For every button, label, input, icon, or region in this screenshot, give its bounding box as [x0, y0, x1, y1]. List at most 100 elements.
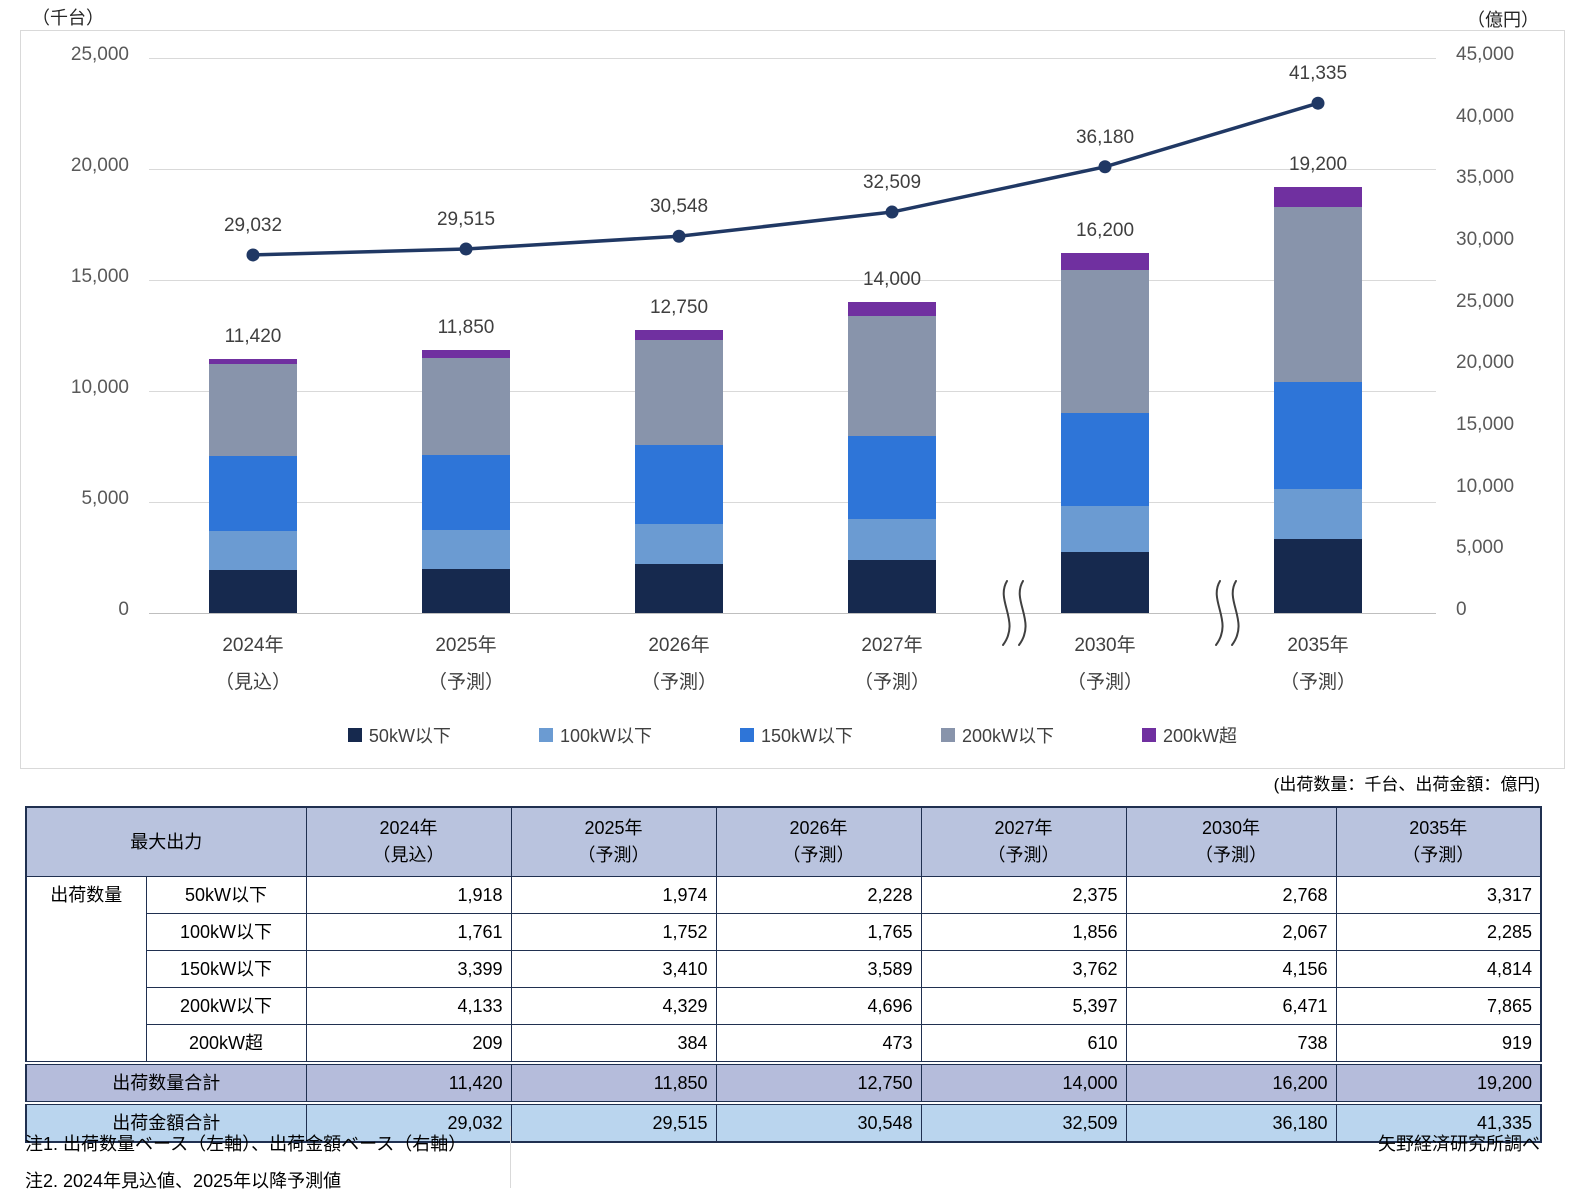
- table-row: 出荷数量 50kW以下 1,918 1,974 2,228 2,375 2,768 3,317: [25, 876, 1542, 1064]
- bar-segment-50kW以下: [635, 564, 723, 613]
- row-label: 200kW以下: [145, 987, 307, 1025]
- right-axis-tick: 45,000: [1456, 44, 1515, 65]
- bar-segment-200kW超: [1274, 187, 1362, 207]
- table-cell: 4,156: [1125, 950, 1337, 988]
- table-cell: 4,696: [715, 987, 922, 1025]
- bar-total-label: 14,000: [862, 269, 922, 290]
- table-cell: 29,032: [305, 1101, 512, 1143]
- bar-total-label: 12,750: [649, 297, 709, 318]
- gridline: [149, 391, 1436, 392]
- legend-item-50kW以下: 50kW以下: [347, 722, 451, 748]
- total-quantity-row: 出荷数量合計 11,420 11,850 12,750 14,000 16,200 19,2…: [25, 1061, 1542, 1104]
- bar-segment-100kW以下: [422, 530, 510, 569]
- table-cell: 3,589: [715, 950, 922, 988]
- column-header-2030: 2030年 （予測）: [1125, 806, 1337, 877]
- column-header-year: 2026年: [789, 818, 848, 838]
- legend-swatch-icon: [347, 728, 362, 742]
- legend-swatch-icon: [1142, 728, 1157, 742]
- table-cell: 3,317: [1335, 876, 1542, 914]
- category-year: 2027年: [861, 635, 923, 656]
- category-year: 2024年: [222, 635, 284, 656]
- bar-total-label: 19,200: [1288, 154, 1348, 175]
- left-axis-tick: 10,000: [70, 377, 129, 398]
- bar-segment-150kW以下: [1274, 382, 1362, 489]
- category-year: 2030年: [1074, 635, 1136, 656]
- row-group-label: 出荷数量: [25, 876, 147, 1064]
- table-cell: 5,397: [920, 987, 1127, 1025]
- legend-label: 150kW以下: [760, 726, 853, 746]
- table-cell: 473: [715, 1024, 922, 1064]
- table-cell: 4,329: [510, 987, 717, 1025]
- bar-segment-50kW以下: [1061, 552, 1149, 613]
- stray-cell-border: [510, 1126, 511, 1188]
- table-cell: 7,865: [1335, 987, 1542, 1025]
- category-note: （予測）: [1279, 672, 1356, 693]
- bar-segment-200kW超: [422, 350, 510, 358]
- table-corner-header: 最大出力: [25, 806, 307, 877]
- table-cell: 11,850: [510, 1061, 717, 1104]
- table-row: 150kW以下 3,399 3,410 3,589 3,762 4,156 4,814: [26, 950, 1542, 988]
- bar-segment-200kW以下: [209, 364, 297, 456]
- column-header-year: 2027年: [994, 818, 1053, 838]
- left-axis-unit-label: （千台）: [32, 8, 104, 28]
- x-axis-category-label: 2025年 （予測）: [366, 627, 566, 701]
- x-axis-category-label: 2026年 （予測）: [579, 627, 779, 701]
- bar-segment-150kW以下: [848, 436, 936, 519]
- right-axis-tick: 20,000: [1456, 352, 1515, 374]
- legend-label: 100kW以下: [559, 726, 652, 746]
- bar-total-label: 11,850: [437, 317, 495, 338]
- x-axis-category-label: 2030年 （予測）: [1005, 627, 1205, 701]
- table-cell: 1,761: [305, 913, 512, 951]
- table-cell: 1,856: [920, 913, 1127, 951]
- x-axis-category-label: 2027年 （予測）: [792, 627, 992, 701]
- legend-item-150kW以下: 150kW以下: [739, 722, 853, 748]
- bar-segment-150kW以下: [209, 456, 297, 531]
- bar-segment-150kW以下: [635, 445, 723, 524]
- category-year: 2035年: [1287, 635, 1349, 656]
- bar-segment-50kW以下: [209, 570, 297, 613]
- legend-item-200kW超: 200kW超: [1142, 722, 1237, 748]
- column-header-note: （予測）: [577, 845, 650, 865]
- bar-segment-50kW以下: [848, 560, 936, 613]
- bar-segment-200kW超: [848, 302, 936, 316]
- table-cell: 2,228: [715, 876, 922, 914]
- line-value-label: 29,032: [223, 214, 283, 236]
- table-cell: 1,974: [510, 876, 717, 914]
- table-cell: 12,750: [715, 1061, 922, 1104]
- bar-segment-200kW以下: [1274, 207, 1362, 382]
- right-axis-tick: 35,000: [1456, 167, 1515, 189]
- bar-total-label: 11,420: [224, 326, 282, 347]
- bar-segment-200kW以下: [848, 316, 936, 436]
- table-cell: 2,768: [1125, 876, 1337, 914]
- table-cell: 6,471: [1125, 987, 1337, 1025]
- bar-segment-100kW以下: [209, 531, 297, 570]
- line-value-label: 30,548: [649, 196, 709, 218]
- bar-segment-100kW以下: [1061, 506, 1149, 552]
- table-cell: 29,515: [510, 1101, 717, 1143]
- gridline: [149, 169, 1436, 170]
- legend-label: 200kW以下: [962, 726, 1055, 746]
- column-header-note: （予測）: [1195, 845, 1267, 865]
- chart-legend: 50kW以下 100kW以下 150kW以下 200kW以下 200kW超: [21, 722, 1564, 748]
- column-header-note: （予測）: [1402, 845, 1475, 865]
- table-cell: 41,335: [1335, 1101, 1542, 1143]
- row-label: 200kW超: [145, 1024, 307, 1064]
- line-marker: [1311, 96, 1325, 110]
- column-header-note: （予測）: [782, 845, 855, 865]
- line-marker: [672, 229, 686, 243]
- category-year: 2026年: [648, 635, 710, 656]
- category-note: （予測）: [640, 672, 717, 693]
- gridline: [149, 613, 1436, 614]
- table-cell: 1,765: [715, 913, 922, 951]
- category-note: （予測）: [1066, 672, 1143, 693]
- legend-item-200kW以下: 200kW以下: [941, 722, 1054, 748]
- table-cell: 30,548: [715, 1101, 922, 1143]
- total-amount-row: 出荷金額合計 29,032 29,515 30,548 32,509 36,180 41,3…: [25, 1101, 1542, 1143]
- column-header-2026: 2026年 （予測）: [715, 806, 922, 877]
- bar-segment-150kW以下: [422, 455, 510, 530]
- right-axis-tick: 15,000: [1456, 414, 1515, 435]
- right-axis-tick: 10,000: [1456, 475, 1515, 497]
- note-1: 注1. 出荷数量ベース（左軸）、出荷金額ベース（右軸）: [25, 1134, 467, 1154]
- left-axis-tick: 5,000: [81, 488, 129, 509]
- table-cell: 19,200: [1335, 1061, 1542, 1104]
